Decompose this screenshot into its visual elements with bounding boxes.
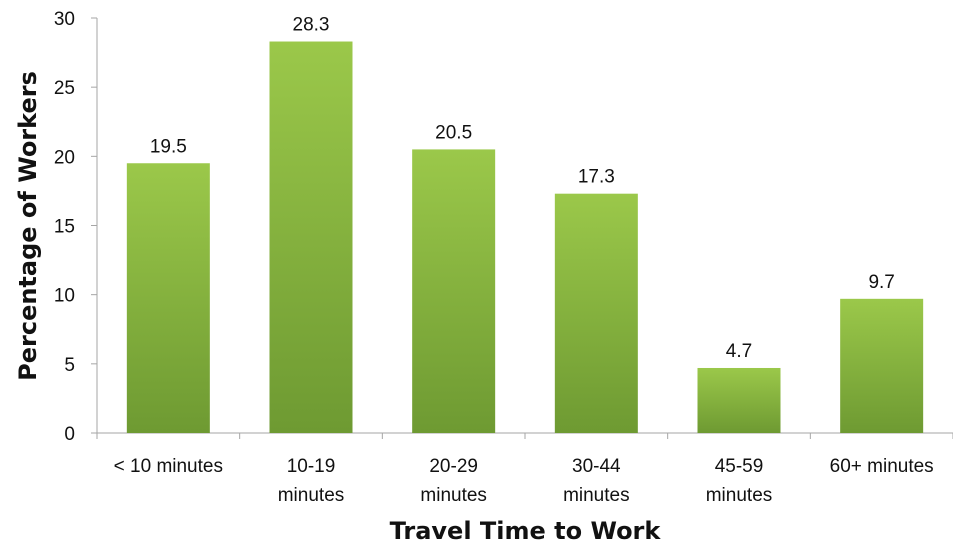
x-tick-label: 45-59 minutes <box>706 456 773 506</box>
x-axis: < 10 minutes 10-19 minutes 20-29 minutes 30-4… <box>96 432 953 506</box>
data-label: 28.3 <box>293 15 330 36</box>
data-labels: 19.5 28.3 20.5 17.3 4.7 9.7 <box>150 15 895 362</box>
data-label: 19.5 <box>150 136 187 157</box>
bar <box>412 149 496 433</box>
y-axis: 0 5 10 15 20 25 30 <box>54 9 98 445</box>
bar <box>126 163 210 433</box>
x-tick-label: 60+ minutes <box>830 456 934 477</box>
bar <box>269 41 353 434</box>
x-axis-title: Travel Time to Work <box>390 517 662 545</box>
x-tick-label: 10-19 minutes <box>278 456 345 506</box>
y-tick-label: 20 <box>54 147 75 168</box>
y-tick-label: 15 <box>54 217 75 238</box>
bar <box>697 367 781 433</box>
x-tick-label: 20-29 minutes <box>420 456 487 506</box>
data-label: 17.3 <box>578 167 615 188</box>
y-tick-label: 10 <box>54 286 75 307</box>
x-tick-label: < 10 minutes <box>114 456 223 477</box>
y-tick-label: 5 <box>64 355 75 376</box>
bar <box>840 298 924 433</box>
bars <box>126 41 924 434</box>
y-axis-title: Percentage of Workers <box>14 71 42 381</box>
y-tick-label: 30 <box>54 9 75 30</box>
data-label: 9.7 <box>868 272 894 293</box>
y-tick-label: 0 <box>64 424 75 445</box>
data-label: 4.7 <box>726 341 752 362</box>
x-tick-label: 30-44 minutes <box>563 456 630 506</box>
y-tick-label: 25 <box>54 78 75 99</box>
data-label: 20.5 <box>435 122 472 143</box>
bar <box>554 193 638 433</box>
